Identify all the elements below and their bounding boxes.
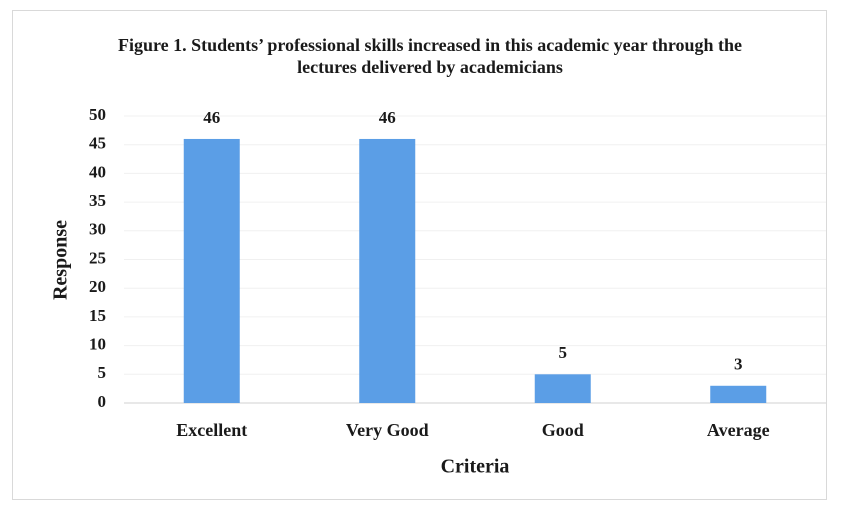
x-tick-label: Excellent [176,420,247,440]
data-label: 46 [203,108,220,127]
y-tick-label: 20 [89,277,106,296]
y-tick-label: 45 [89,134,106,153]
data-label: 3 [734,355,743,374]
y-tick-label: 25 [89,248,106,267]
y-tick-label: 30 [89,220,106,239]
bar [710,385,767,403]
y-tick-label: 10 [89,335,106,354]
bar [359,138,416,403]
bar [534,374,591,403]
bar [183,138,240,403]
y-tick-label: 0 [98,392,107,411]
x-tick-label: Very Good [346,420,429,440]
x-tick-label: Average [707,420,770,440]
y-tick-label: 15 [89,306,106,325]
x-tick-label: Good [542,420,584,440]
y-tick-label: 35 [89,191,106,210]
y-tick-label: 40 [89,162,106,181]
y-tick-label: 50 [89,105,106,124]
data-label: 5 [559,343,568,362]
y-axis-label: Response [50,220,72,300]
data-label: 46 [379,108,396,127]
chart-frame [12,10,827,500]
x-axis-label: Criteria [441,456,510,478]
chart-title: Figure 1. Students’ professional skills … [117,35,743,77]
y-tick-label: 5 [98,363,107,382]
